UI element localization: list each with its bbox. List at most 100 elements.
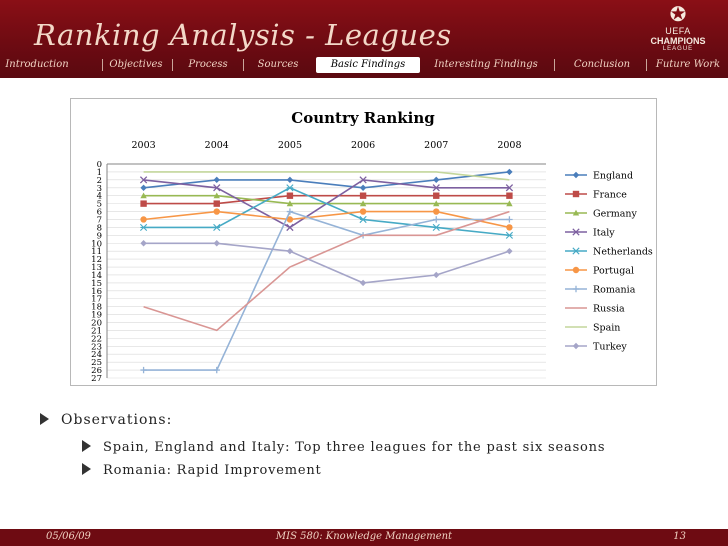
section-nav: Introduction Objectives Process Sources … — [0, 57, 728, 73]
x-tick-label: 2007 — [424, 140, 448, 151]
observation-item: Romania: Rapid Improvement — [82, 463, 322, 478]
series-line-france — [143, 194, 510, 205]
data-point-england — [286, 176, 294, 184]
series-line-germany — [143, 194, 510, 205]
chart-frame: Country Ranking 0 1 2 3 4 5 6 7 8 9 10 11 12 13 14 15 16 1… — [70, 98, 657, 386]
data-point-portugal — [140, 216, 147, 223]
legend-label-france: France — [593, 190, 627, 201]
y-tick-label: 5 — [97, 200, 102, 210]
data-point-portugal — [506, 224, 513, 231]
legend-marker-germany — [572, 209, 580, 216]
data-point-turkey — [506, 247, 513, 255]
y-tick-label: 21 — [91, 326, 102, 336]
page-number: 13 — [673, 531, 686, 542]
data-point-france — [140, 200, 147, 207]
data-point-romania — [140, 366, 147, 374]
series-line-spain — [143, 171, 510, 181]
data-point-romania — [213, 366, 220, 374]
data-point-england — [359, 184, 367, 191]
data-point-netherlands — [286, 184, 294, 192]
data-point-italy — [213, 184, 221, 192]
data-point-germany — [359, 200, 367, 207]
data-point-italy — [359, 176, 367, 184]
y-tick-label: 25 — [91, 358, 102, 368]
legend-marker-netherlands — [572, 247, 580, 255]
y-tick-label: 7 — [97, 215, 102, 225]
nav-item-future-work[interactable]: Future Work — [655, 59, 721, 70]
y-tick-label: 18 — [91, 303, 102, 313]
data-point-germany — [286, 200, 294, 207]
data-point-turkey — [286, 247, 294, 255]
y-tick-label: 9 — [97, 231, 102, 241]
nav-item-sources[interactable]: Sources — [257, 59, 299, 70]
series-line-russia — [143, 210, 510, 332]
data-point-netherlands — [139, 223, 148, 231]
bullet-arrow-icon — [82, 463, 91, 475]
slide-footer: 05/06/09 MIS 580: Knowledge Management 1… — [0, 529, 728, 546]
data-point-france — [506, 192, 513, 199]
legend-marker-italy — [572, 228, 580, 236]
nav-item-introduction[interactable]: Introduction — [5, 59, 69, 70]
data-point-germany — [213, 192, 220, 199]
y-tick-label: 14 — [91, 271, 102, 281]
x-tick-label: 2006 — [351, 140, 375, 151]
starball-icon: ✪ — [669, 4, 687, 26]
x-tick-label: 2005 — [278, 140, 302, 151]
bullet-arrow-icon — [82, 440, 91, 452]
data-point-turkey — [359, 279, 367, 287]
data-point-portugal — [213, 208, 220, 215]
y-tick-label: 1 — [97, 168, 102, 178]
series-line-turkey — [143, 242, 510, 284]
y-tick-label: 11 — [91, 247, 102, 257]
y-tick-label: 13 — [91, 263, 102, 273]
data-point-netherlands — [359, 215, 367, 224]
data-point-italy — [286, 223, 294, 232]
legend-label-germany: Germany — [593, 209, 638, 220]
legend-label-spain: Spain — [593, 323, 620, 334]
data-point-italy — [505, 184, 514, 192]
y-tick-label: 12 — [91, 255, 102, 265]
legend-label-england: England — [593, 171, 633, 182]
nav-item-process[interactable]: Process — [188, 59, 228, 70]
legend-marker-england — [572, 171, 580, 179]
y-tick-label: 19 — [91, 311, 102, 321]
nav-item-basic-findings[interactable]: Basic Findings — [316, 57, 420, 73]
observation-item: Spain, England and Italy: Top three leag… — [82, 440, 605, 455]
data-point-romania — [506, 216, 513, 223]
data-point-romania — [433, 216, 440, 223]
data-point-england — [140, 184, 147, 191]
legend-marker-romania — [572, 285, 580, 293]
legend-marker-portugal — [572, 266, 580, 274]
slide-header: Ranking Analysis - Leagues ✪ UEFA CHAMPI… — [0, 0, 728, 78]
x-tick-label: 2004 — [205, 140, 229, 151]
data-point-netherlands — [213, 223, 221, 231]
legend-label-portugal: Portugal — [593, 266, 634, 277]
data-point-romania — [286, 208, 294, 215]
data-point-france — [359, 192, 367, 199]
data-point-france — [286, 192, 294, 199]
y-tick-label: 16 — [91, 287, 102, 297]
legend-label-italy: Italy — [593, 228, 615, 239]
x-tick-label: 2003 — [131, 140, 155, 151]
data-point-france — [433, 192, 440, 199]
y-tick-label: 15 — [91, 279, 102, 289]
legend-label-romania: Romania — [593, 285, 636, 296]
nav-item-interesting-findings[interactable]: Interesting Findings — [434, 59, 538, 70]
legend-label-turkey: Turkey — [593, 342, 627, 353]
slide-title: Ranking Analysis - Leagues — [34, 18, 452, 52]
observations-heading: Observations: — [40, 412, 172, 428]
data-point-turkey — [433, 271, 440, 279]
nav-item-conclusion[interactable]: Conclusion — [573, 59, 631, 70]
nav-item-objectives[interactable]: Objectives — [109, 59, 163, 70]
country-ranking-chart: Country Ranking0123456789101112131415161… — [91, 109, 653, 384]
y-tick-label: 24 — [91, 350, 102, 360]
y-tick-label: 10 — [91, 239, 102, 249]
data-point-netherlands — [505, 231, 514, 239]
x-tick-label: 2008 — [497, 140, 521, 151]
data-point-germany — [140, 192, 147, 199]
series-line-netherlands — [143, 186, 510, 237]
y-tick-label: 23 — [91, 342, 102, 352]
data-point-portugal — [359, 208, 367, 215]
legend-label-russia: Russia — [593, 304, 625, 315]
y-tick-label: 8 — [97, 223, 102, 233]
